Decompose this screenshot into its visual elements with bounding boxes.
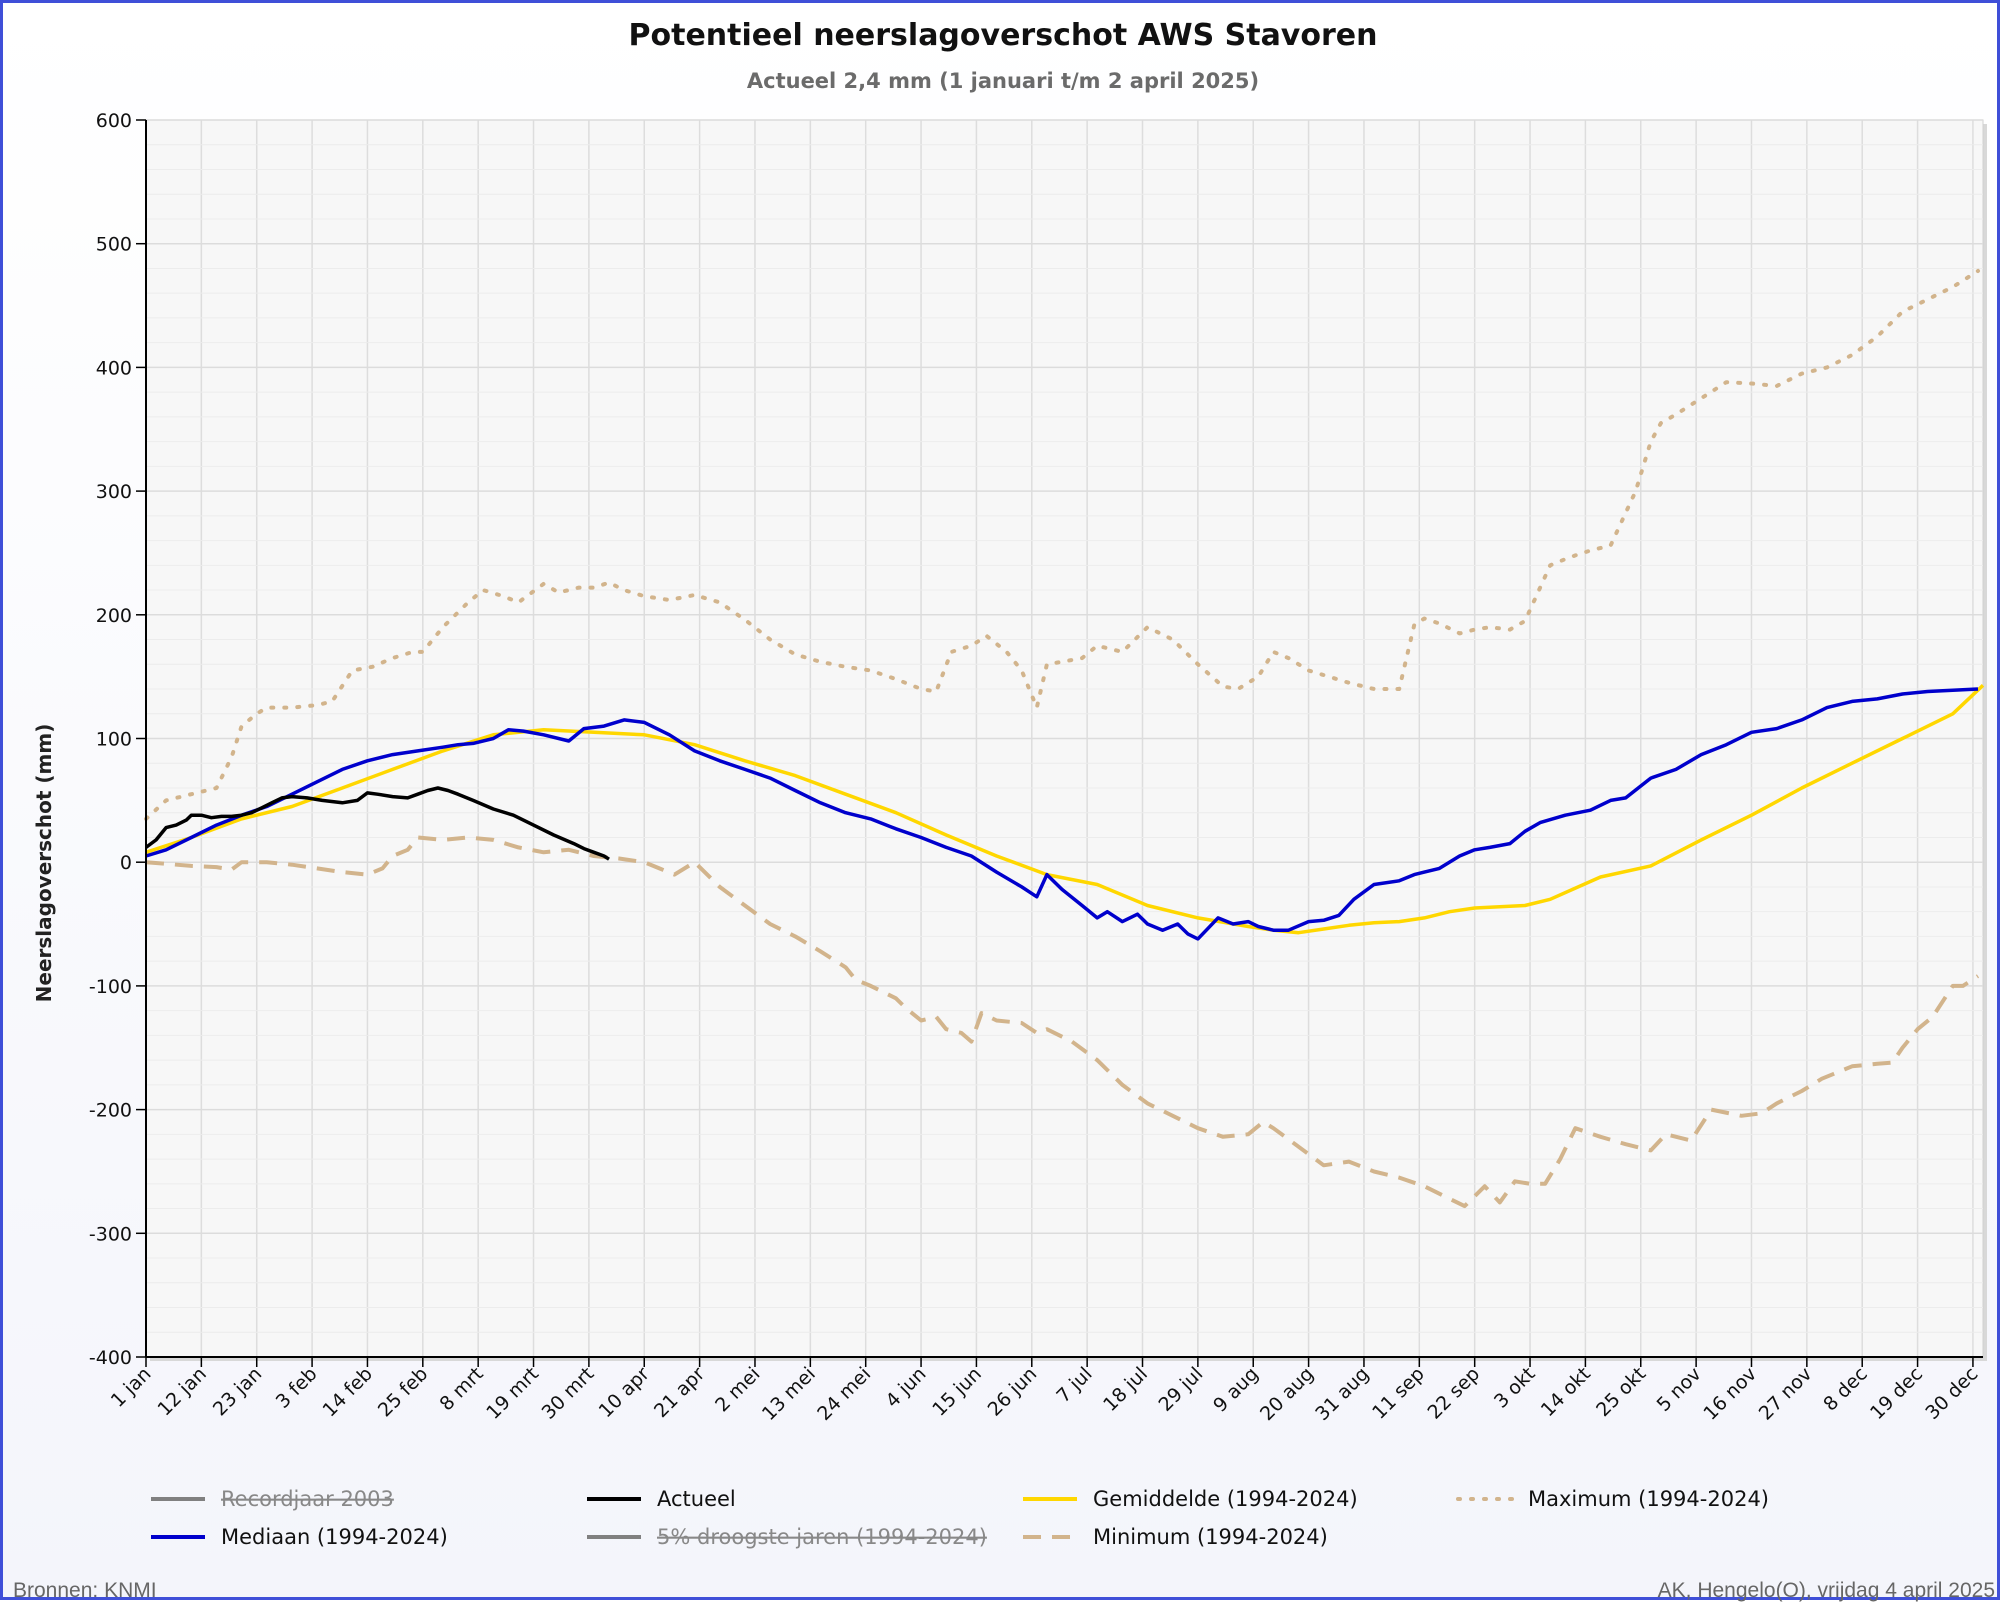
y-tick-label: 0	[120, 852, 132, 874]
x-tick-label: 2 mei	[711, 1363, 764, 1416]
chart-subtitle: Actueel 2,4 mm (1 januari t/m 2 april 20…	[747, 69, 1259, 93]
x-tick-label: 8 dec	[1819, 1363, 1872, 1416]
x-tick-label: 16 nov	[1699, 1363, 1761, 1425]
x-tick-label: 9 aug	[1209, 1363, 1263, 1417]
series-line-actueel	[144, 786, 610, 861]
x-tick-label: 14 feb	[319, 1363, 377, 1421]
y-tick-label: 500	[96, 234, 132, 256]
x-tick-label: 29 jul	[1154, 1363, 1207, 1416]
x-tick-label: 30 dec	[1921, 1363, 1982, 1424]
y-tick-label: 200	[96, 605, 132, 627]
y-axis-label: Neerslagoverschot (mm)	[32, 724, 56, 1003]
legend-label-5-droogste-jaren-1994-2024: 5% droogste jaren (1994-2024)	[657, 1525, 987, 1549]
series-line-minimum-1994-2024	[145, 835, 1980, 1209]
x-tick-label: 15 jun	[928, 1363, 986, 1421]
x-tick-label: 5 nov	[1653, 1363, 1706, 1416]
x-tick-label: 25 okt	[1592, 1363, 1650, 1421]
x-tick-label: 10 apr	[595, 1363, 654, 1422]
x-tick-label: 25 feb	[374, 1363, 432, 1421]
chart-title: Potentieel neerslagoverschot AWS Stavore…	[629, 18, 1378, 53]
legend-label-recordjaar-2003: Recordjaar 2003	[221, 1487, 394, 1511]
footer-credit: AK, Hengelo(O), vrijdag 4 april 2025	[1658, 1579, 1995, 1602]
x-tick-label: 19 mrt	[482, 1363, 543, 1424]
x-tick-label: 7 jul	[1052, 1363, 1096, 1407]
series-layer	[144, 268, 1985, 1209]
footer-source: Bronnen: KNMI	[13, 1579, 157, 1602]
x-tick-label: 21 apr	[650, 1363, 709, 1422]
x-tick-label: 12 jan	[153, 1363, 210, 1420]
legend-label-mediaan-1994-2024: Mediaan (1994-2024)	[221, 1525, 448, 1549]
legend-label-actueel: Actueel	[657, 1487, 736, 1511]
legend-label-gemiddelde-1994-2024: Gemiddelde (1994-2024)	[1093, 1487, 1358, 1511]
legend-label-minimum-1994-2024: Minimum (1994-2024)	[1093, 1525, 1328, 1549]
x-tick-label: 19 dec	[1866, 1363, 1927, 1424]
x-tick-label: 24 mei	[813, 1363, 875, 1425]
x-tick-label: 31 aug	[1311, 1363, 1373, 1425]
y-tick-label: -100	[89, 976, 132, 998]
grid-lines	[145, 119, 1983, 1358]
x-tick-label: 13 mei	[758, 1363, 820, 1425]
y-tick-label: 600	[96, 110, 132, 132]
y-tick-label: 300	[96, 481, 132, 503]
legend: Recordjaar 2003 Actueel Gemiddelde (1994-2…	[151, 1487, 1769, 1549]
x-tick-label: 8 mrt	[435, 1363, 487, 1415]
x-tick-label: 22 sep	[1423, 1363, 1484, 1424]
x-tick-label: 23 jan	[209, 1363, 266, 1420]
x-tick-label: 14 okt	[1537, 1363, 1595, 1421]
x-tick-label: 3 feb	[272, 1363, 322, 1413]
x-tick-label: 1 jan	[107, 1363, 156, 1412]
x-tick-label: 3 okt	[1490, 1363, 1540, 1413]
series-line-mediaan-1994-2024	[145, 687, 1979, 941]
y-axis-ticks: 600 500 400 300 200 100 0 -100 -200 -300 -400	[89, 110, 146, 1369]
y-tick-label: 100	[96, 729, 132, 751]
y-tick-label: -300	[89, 1223, 132, 1245]
x-tick-label: 11 sep	[1368, 1363, 1429, 1424]
x-tick-label: 26 jun	[984, 1363, 1042, 1421]
x-tick-label: 27 nov	[1755, 1363, 1817, 1425]
y-tick-label: -200	[89, 1100, 132, 1122]
x-tick-label: 18 jul	[1099, 1363, 1152, 1416]
x-tick-label: 4 jun	[881, 1363, 930, 1412]
x-tick-label: 30 mrt	[538, 1363, 599, 1424]
series-line-maximum-1994-2024	[144, 268, 1980, 821]
y-tick-label: 400	[96, 357, 132, 379]
chart-canvas: Potentieel neerslagoverschot AWS Stavore…	[13, 18, 1995, 1602]
x-tick-label: 20 aug	[1256, 1363, 1318, 1425]
y-tick-label: -400	[89, 1347, 132, 1369]
legend-label-maximum-1994-2024: Maximum (1994-2024)	[1528, 1487, 1769, 1511]
